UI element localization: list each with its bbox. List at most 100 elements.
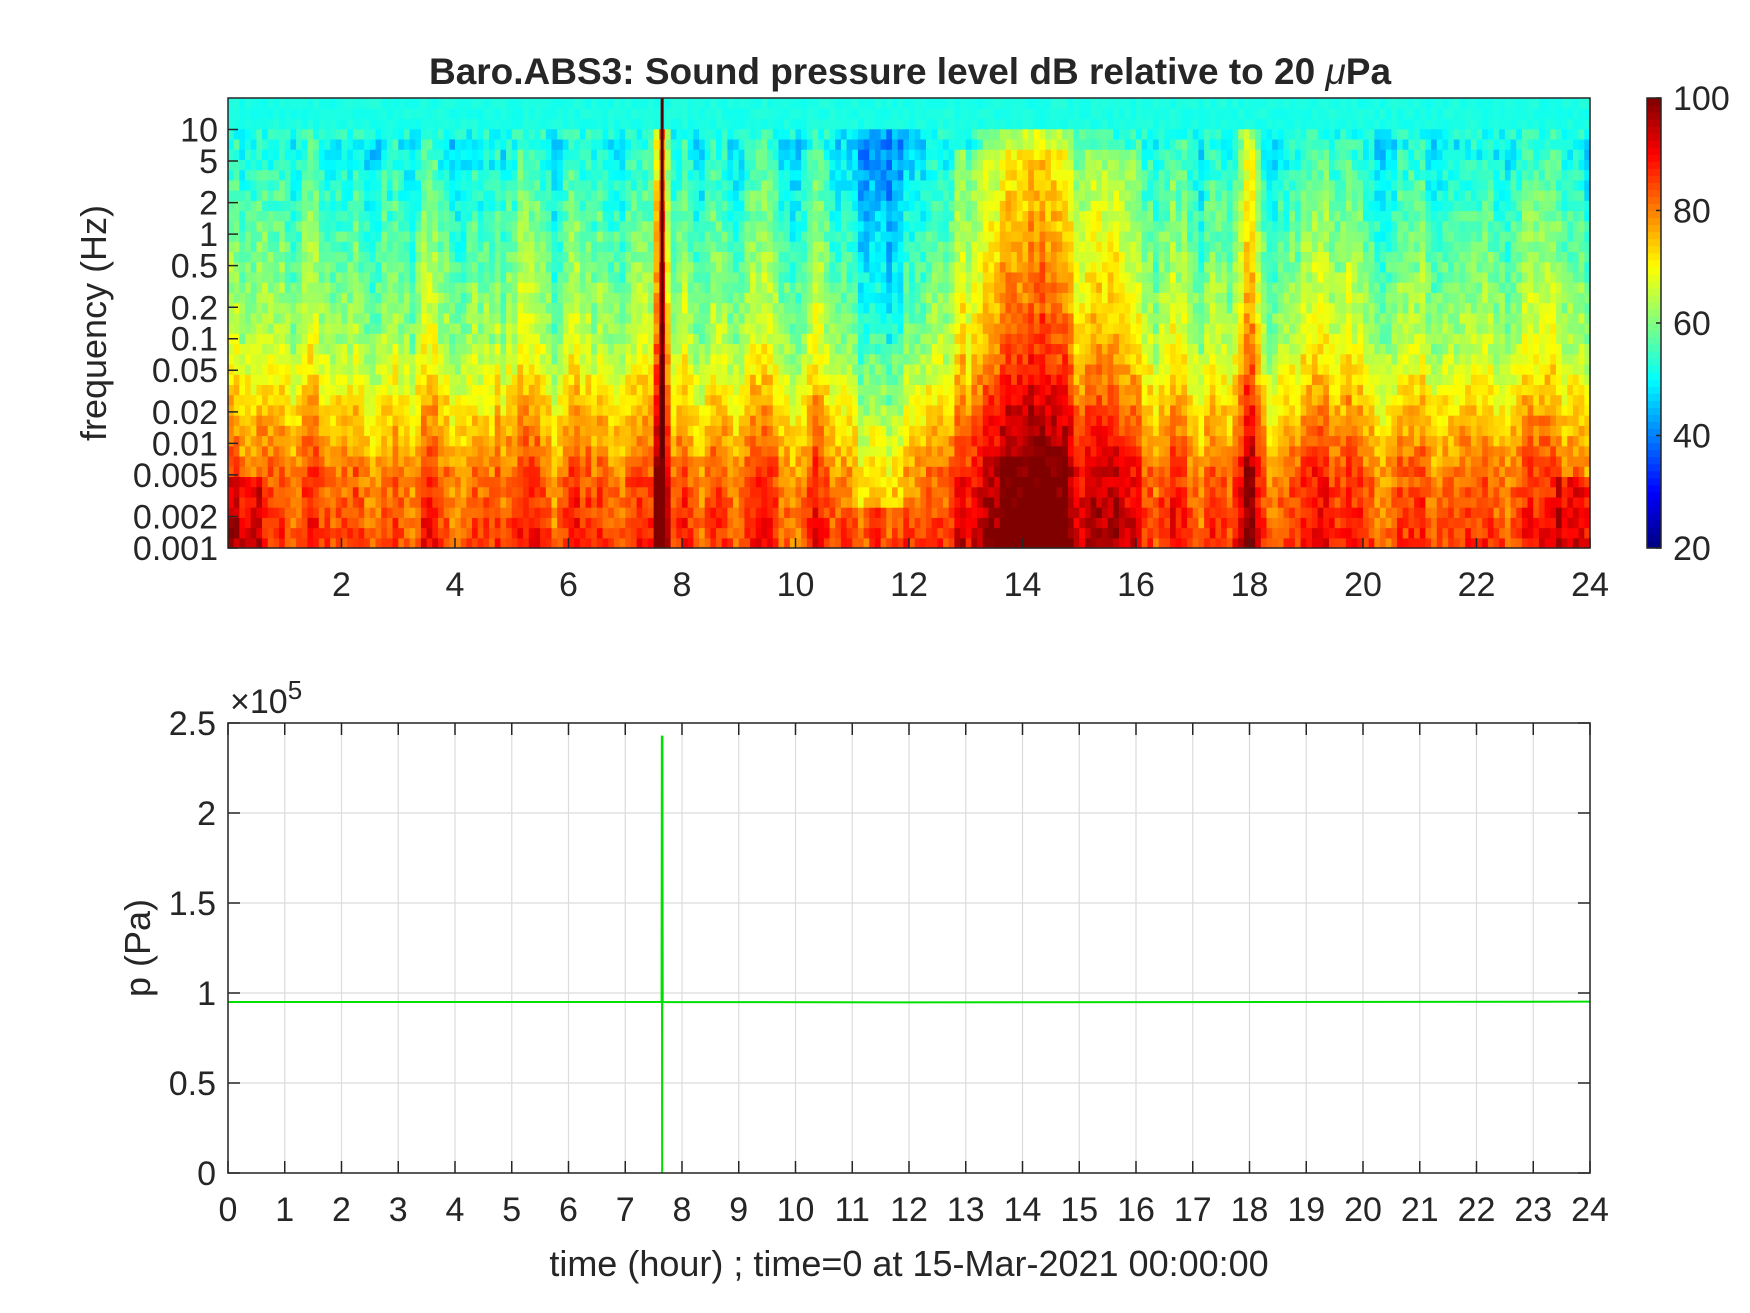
heatmap-cell (1465, 384, 1472, 396)
heatmap-cell (1050, 353, 1058, 365)
heatmap-cell (341, 425, 348, 437)
heatmap-cell (1294, 466, 1302, 478)
heatmap-cell (318, 353, 326, 365)
heatmap-cell (727, 415, 734, 426)
heatmap-cell (806, 466, 814, 478)
heatmap-cell (704, 537, 711, 549)
heatmap-cell (818, 517, 825, 529)
heatmap-cell (954, 333, 961, 345)
heatmap-cell (1067, 415, 1075, 426)
heatmap-cell (409, 496, 416, 508)
heatmap-cell (1300, 343, 1307, 355)
heatmap-cell (1351, 394, 1358, 406)
heatmap-cell (636, 507, 643, 518)
heatmap-cell (579, 384, 587, 396)
heatmap-cell (506, 455, 513, 467)
heatmap-cell (262, 363, 269, 375)
heatmap-cell (1130, 425, 1137, 437)
heatmap-cell (1118, 343, 1126, 355)
heatmap-cell (891, 333, 899, 345)
heatmap-cell (1584, 435, 1591, 447)
heatmap-cell (1374, 363, 1381, 375)
heatmap-cell (1504, 343, 1512, 355)
heatmap-cell (920, 486, 927, 498)
heatmap-cell (437, 445, 445, 457)
heatmap-cell (477, 384, 484, 396)
heatmap-cell (840, 476, 848, 488)
heatmap-cell (1022, 517, 1029, 529)
heatmap-cell (1323, 466, 1330, 478)
heatmap-cell (369, 384, 377, 396)
heatmap-cell (1425, 374, 1432, 385)
heatmap-cell (1470, 374, 1478, 385)
heatmap-cell (1096, 404, 1103, 416)
heatmap-cell (812, 333, 819, 345)
heatmap-cell (784, 476, 791, 488)
heatmap-cell (874, 507, 882, 518)
heatmap-cell (307, 507, 314, 518)
heatmap-cell (977, 353, 984, 365)
heatmap-cell (1050, 425, 1058, 437)
heatmap-cell (1419, 507, 1427, 518)
heatmap-cell (1317, 415, 1324, 426)
heatmap-cell (562, 486, 570, 498)
heatmap-cell (716, 363, 723, 375)
heatmap-cell (1062, 435, 1069, 447)
heatmap-cell (256, 466, 263, 478)
heatmap-cell (755, 425, 763, 437)
heatmap-cell (1187, 415, 1194, 426)
heatmap-cell (1385, 425, 1392, 437)
heatmap-cell (886, 476, 893, 488)
heatmap-cell (869, 435, 876, 447)
heatmap-cell (801, 455, 808, 467)
heatmap-cell (1499, 445, 1506, 457)
heatmap-cell (846, 404, 853, 416)
heatmap-cell (806, 415, 814, 426)
heatmap-cell (426, 527, 433, 539)
heatmap-cell (1107, 435, 1114, 447)
heatmap-cell (903, 537, 910, 549)
heatmap-cell (812, 404, 819, 416)
heatmap-cell (1561, 476, 1568, 488)
heatmap-cell (676, 363, 683, 375)
heatmap-cell (977, 517, 984, 529)
heatmap-cell (653, 374, 660, 385)
heatmap-cell (500, 455, 507, 467)
heatmap-cell (1124, 455, 1131, 467)
heatmap-cell (1022, 496, 1029, 508)
heatmap-cell (664, 517, 672, 529)
heatmap-cell (1067, 455, 1075, 467)
heatmap-cell (1521, 527, 1529, 539)
heatmap-cell (1431, 363, 1438, 375)
heatmap-cell (608, 486, 615, 498)
heatmap-cell (1385, 374, 1392, 385)
heatmap-cell (1277, 517, 1285, 529)
heatmap-cell (863, 363, 870, 375)
heatmap-cell (818, 394, 825, 406)
heatmap-cell (1499, 517, 1506, 529)
heatmap-cell (228, 466, 235, 478)
heatmap-cell (1221, 343, 1228, 355)
heatmap-cell (1442, 353, 1449, 365)
heatmap-cell (625, 333, 632, 345)
heatmap-cell (472, 507, 479, 518)
heatmap-cell (1345, 476, 1353, 488)
heatmap-cell (1487, 343, 1495, 355)
heatmap-cell (1039, 374, 1046, 385)
heatmap-cell (540, 466, 547, 478)
heatmap-cell (1482, 507, 1489, 518)
heatmap-cell (585, 425, 592, 437)
heatmap-cell (528, 496, 536, 508)
heatmap-cell (1175, 353, 1182, 365)
heatmap-cell (744, 384, 751, 396)
heatmap-cell (585, 527, 592, 539)
heatmap-cell (551, 343, 558, 355)
heatmap-cell (1578, 496, 1585, 508)
heatmap-cell (664, 435, 672, 447)
heatmap-cell (1045, 363, 1052, 375)
heatmap-cell (1141, 507, 1148, 518)
heatmap-cell (943, 425, 950, 437)
heatmap-cell (1380, 507, 1387, 518)
heatmap-cell (1158, 394, 1165, 406)
heatmap-cell (409, 476, 416, 488)
